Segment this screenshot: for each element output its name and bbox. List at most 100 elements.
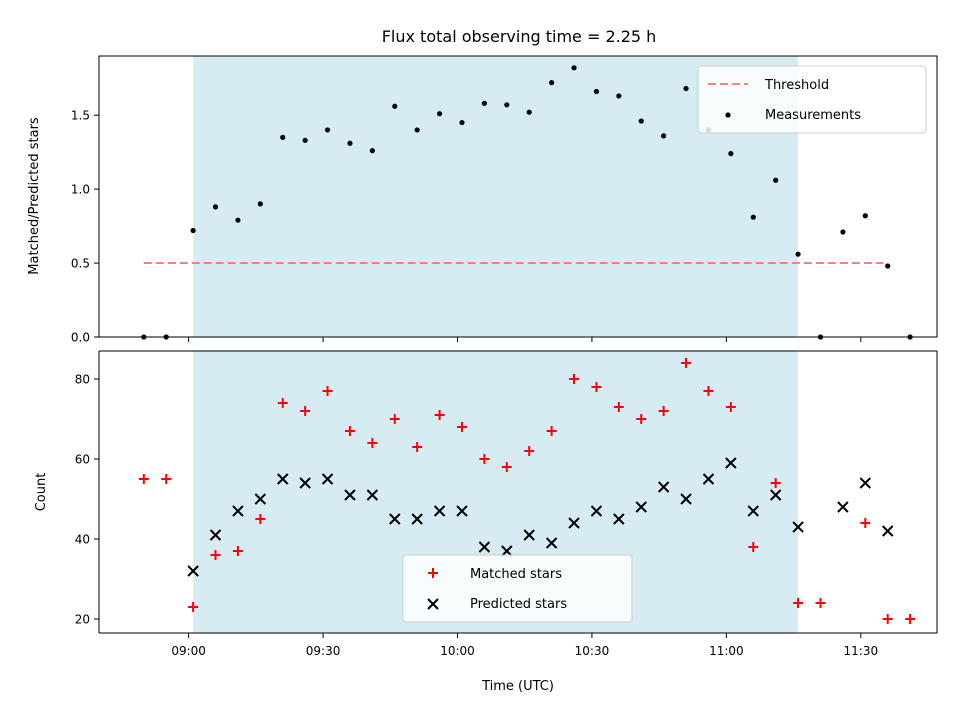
matched-stars-point — [300, 406, 311, 416]
measurement-point — [885, 263, 891, 269]
matched-stars-point — [255, 514, 266, 524]
matched-stars-point — [613, 402, 624, 412]
predicted-stars-point — [501, 545, 513, 557]
measurement-point — [750, 214, 756, 220]
predicted-stars-point — [366, 489, 379, 501]
matched-stars-point — [860, 518, 871, 528]
predicted-stars-point — [299, 477, 311, 489]
matched-stars-point — [703, 386, 714, 396]
matched-stars-point — [210, 550, 221, 560]
measurement-point — [638, 118, 644, 124]
predicted-stars-point — [545, 537, 558, 549]
matched-stars-point — [524, 446, 535, 456]
measurement-point — [369, 148, 375, 154]
ratio-y-axis-label: Matched/Predicted stars — [27, 117, 42, 275]
matched-stars-point — [161, 474, 172, 484]
matched-stars-point — [434, 410, 445, 420]
predicted-stars-point — [657, 481, 670, 493]
matched-stars-point — [882, 614, 893, 624]
ratio-y-tick-label: 0.5 — [71, 257, 90, 271]
measurement-point — [436, 111, 443, 117]
x-tick-label: 11:00 — [709, 644, 744, 658]
matched-stars-point — [905, 614, 916, 624]
matched-stars-point — [748, 542, 759, 552]
measurement-point — [862, 213, 868, 219]
predicted-stars-point — [859, 477, 872, 489]
predicted-stars-point — [881, 525, 894, 537]
measurement-point — [504, 102, 510, 108]
measurement-point — [526, 109, 532, 115]
measurement-point — [212, 204, 219, 210]
predicted-stars-point — [613, 513, 625, 525]
matched-stars-point — [591, 382, 602, 392]
predicted-stars-point — [837, 501, 849, 513]
matched-stars-point — [389, 414, 400, 424]
predicted-stars-point — [277, 473, 289, 485]
matched-stars-point — [322, 386, 333, 396]
matched-stars-point — [770, 478, 781, 488]
measurement-point — [795, 251, 801, 257]
measurement-point — [302, 137, 308, 143]
predicted-stars-point — [725, 457, 737, 469]
measurement-point — [683, 85, 689, 92]
x-tick-label: 10:30 — [575, 644, 610, 658]
legend-predicted-swatch — [427, 598, 439, 610]
measurement-point — [235, 217, 241, 223]
measurement-point — [481, 100, 487, 106]
predicted-stars-point — [792, 521, 804, 533]
count-y-tick-label: 20 — [75, 613, 90, 627]
matched-stars-point — [277, 398, 288, 408]
matched-stars-point — [344, 426, 355, 436]
measurement-point — [616, 93, 622, 99]
count-plot-frame — [98, 350, 938, 634]
count-legend: Matched stars Predicted stars — [402, 554, 633, 623]
measurement-point — [773, 177, 779, 183]
x-tick-label: 11:30 — [844, 644, 879, 658]
count-y-tick-label: 60 — [75, 453, 90, 467]
matched-stars-point — [188, 602, 199, 612]
predicted-stars-point — [635, 501, 647, 513]
predicted-stars-point — [254, 493, 267, 505]
predicted-stars-point — [232, 505, 244, 517]
measurement-point — [840, 229, 846, 235]
predicted-stars-point — [702, 473, 715, 485]
predicted-stars-point — [411, 513, 423, 525]
ratio-y-tick-label: 1.5 — [71, 109, 90, 123]
count-y-tick-label: 80 — [75, 373, 90, 387]
chart-title: Flux total observing time = 2.25 h — [382, 27, 657, 46]
predicted-stars-point — [769, 489, 782, 501]
matched-stars-point — [232, 546, 243, 556]
legend-matched-swatch — [428, 568, 438, 578]
predicted-stars-point — [344, 489, 356, 501]
matched-stars-point — [367, 438, 378, 448]
matched-stars-point — [569, 374, 580, 384]
measurement-point — [257, 201, 263, 207]
matched-stars-point — [138, 474, 149, 484]
matched-stars-point — [501, 462, 512, 472]
predicted-stars-point — [523, 529, 535, 541]
measurement-point — [661, 133, 667, 139]
predicted-stars-point — [321, 473, 334, 485]
predicted-stars-point — [680, 493, 692, 505]
ratio-y-tick-label: 1.0 — [71, 183, 90, 197]
matched-stars-point — [658, 406, 669, 416]
predicted-stars-point — [590, 505, 603, 517]
count-panel: 09:00 09:30 10:00 10:30 11:00 11:30 20 40 60 80 C… — [34, 350, 938, 694]
matched-stars-point — [546, 426, 557, 436]
x-axis-label: Time (UTC) — [481, 679, 554, 694]
legend-plus-marker — [428, 568, 438, 578]
count-y-axis-label: Count — [34, 473, 49, 512]
legend-measurements-swatch — [725, 112, 731, 118]
measurement-point — [280, 134, 286, 140]
predicted-stars-point — [456, 505, 468, 517]
x-tick-label: 09:30 — [306, 644, 341, 658]
ratio-y-tick-label: 0.0 — [71, 331, 90, 345]
legend-predicted-label: Predicted stars — [470, 597, 567, 612]
measurement-point — [392, 103, 398, 109]
measurement-point — [549, 80, 555, 86]
matched-stars-point — [793, 598, 804, 608]
legend-measurements-label: Measurements — [765, 108, 861, 123]
ratio-observing-window — [193, 56, 799, 337]
measurement-point — [414, 127, 420, 133]
